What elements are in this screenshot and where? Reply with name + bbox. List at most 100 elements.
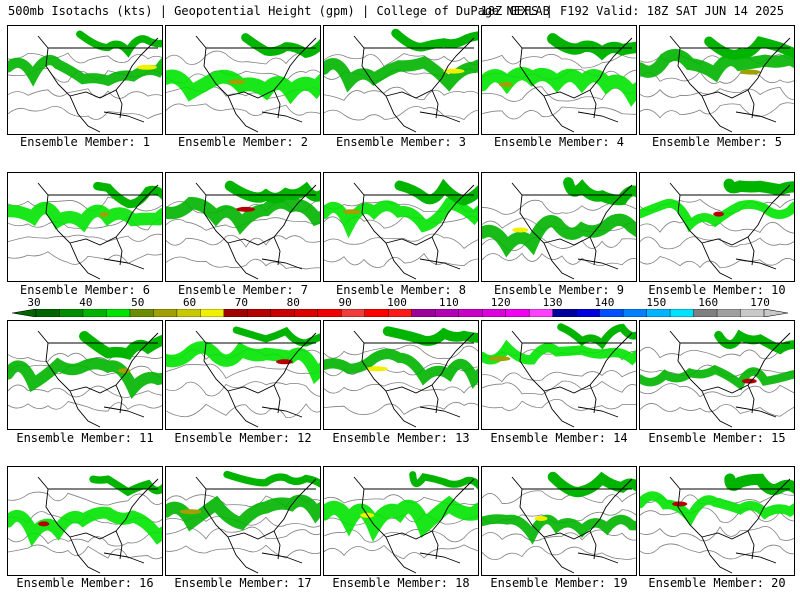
colorbar-tick-label: 170 xyxy=(750,296,770,309)
height-contour xyxy=(324,401,478,416)
map-panel-member-12 xyxy=(165,320,321,430)
jet-stream-band xyxy=(714,329,794,355)
height-contour xyxy=(482,53,636,69)
map-field xyxy=(324,178,478,280)
jet-stream-band xyxy=(482,339,636,366)
jet-stream-band xyxy=(166,196,320,235)
jet-stream-band xyxy=(547,33,636,61)
panel-label-member-13: Ensemble Member: 13 xyxy=(332,431,470,445)
colorbar-swatch xyxy=(458,309,483,317)
panel-label-member-12: Ensemble Member: 12 xyxy=(174,431,312,445)
colorbar-tick-label: 140 xyxy=(594,296,615,309)
height-contour xyxy=(8,544,162,560)
panel-label-member-4: Ensemble Member: 4 xyxy=(493,135,625,149)
wind-speed-max xyxy=(38,521,50,527)
map-field xyxy=(482,471,636,574)
height-contour xyxy=(324,253,478,268)
wind-speed-max xyxy=(136,64,157,70)
coastline-borders xyxy=(195,330,317,428)
coastline-borders xyxy=(511,476,633,574)
coastline-borders xyxy=(37,35,159,133)
map-panel-member-15 xyxy=(639,320,795,430)
height-contour xyxy=(166,234,320,248)
map-panel-member-16 xyxy=(7,466,163,576)
map-field xyxy=(640,178,794,280)
figure-header: 500mb Isotachs (kts) | Geopotential Heig… xyxy=(0,0,800,22)
colorbar-swatch xyxy=(106,309,131,317)
colorbar-tick-label: 120 xyxy=(490,296,511,309)
jet-stream-band xyxy=(166,341,320,385)
panel-label-member-1: Ensemble Member: 1 xyxy=(19,135,151,149)
colorbar-swatch xyxy=(59,309,84,317)
header-model-valid-time: 18Z GEFS | F192 Valid: 18Z SAT JUN 14 20… xyxy=(480,4,784,18)
height-contour xyxy=(324,233,478,249)
height-contour xyxy=(166,256,320,270)
coastline-borders xyxy=(37,182,159,280)
colorbar-swatch xyxy=(505,309,530,317)
height-contour xyxy=(640,86,794,100)
colorbar-swatch xyxy=(153,309,178,317)
jet-stream-band xyxy=(224,180,320,204)
height-contour xyxy=(8,251,162,265)
map-panel-member-2 xyxy=(165,25,321,135)
height-contour xyxy=(166,69,320,84)
wind-speed-max xyxy=(713,211,724,217)
height-contour xyxy=(640,507,794,524)
colorbar-swatch xyxy=(481,309,507,317)
wind-speed-max xyxy=(499,82,513,87)
map-panel-member-19 xyxy=(481,466,637,576)
colorbar-swatch xyxy=(740,309,765,317)
height-contour xyxy=(482,86,636,102)
colorbar-swatch xyxy=(223,309,248,317)
colorbar-swatch xyxy=(622,309,648,317)
height-contour xyxy=(640,383,794,398)
wind-speed-max xyxy=(739,69,761,75)
wind-speed-max xyxy=(179,509,202,515)
panel-label-member-18: Ensemble Member: 18 xyxy=(332,576,470,590)
height-contour xyxy=(482,106,636,120)
panel-label-member-20: Ensemble Member: 20 xyxy=(648,576,786,590)
colorbar-swatch xyxy=(364,309,389,317)
map-field xyxy=(324,28,478,133)
panel-label-member-11: Ensemble Member: 11 xyxy=(16,431,154,445)
wind-speed-max xyxy=(228,79,246,85)
jet-stream-band xyxy=(563,177,636,206)
height-contour xyxy=(166,403,320,419)
panel-label-member-10: Ensemble Member: 10 xyxy=(648,283,786,297)
coastline-borders xyxy=(195,35,317,133)
height-contour xyxy=(324,86,478,101)
coastline-borders xyxy=(195,182,317,280)
jet-stream-band xyxy=(704,36,794,60)
map-field xyxy=(640,329,794,428)
colorbar-swatch xyxy=(200,309,225,317)
map-panel-member-11 xyxy=(7,320,163,430)
map-panel-member-1 xyxy=(7,25,163,135)
colorbar-swatch xyxy=(129,309,154,317)
map-field xyxy=(166,470,320,574)
jet-stream-band xyxy=(93,181,162,209)
map-panel-member-7 xyxy=(165,172,321,282)
jet-stream-band xyxy=(640,491,794,527)
jet-stream-band xyxy=(394,178,478,206)
height-contour xyxy=(640,525,794,542)
height-contour xyxy=(640,256,794,269)
colorbar-arrow-right xyxy=(763,309,788,317)
colorbar-swatch xyxy=(669,309,695,317)
colorbar-tick-label: 60 xyxy=(182,296,197,309)
map-field xyxy=(482,177,636,280)
colorbar-swatch xyxy=(294,309,319,317)
jet-stream-band xyxy=(76,30,162,58)
jet-stream-band xyxy=(8,54,162,87)
colorbar-swatch xyxy=(716,309,742,317)
colorbar-tick-label: 50 xyxy=(131,296,145,309)
map-panel-member-4 xyxy=(481,25,637,135)
height-contour xyxy=(8,52,162,64)
panel-label-member-9: Ensemble Member: 9 xyxy=(493,283,625,297)
colorbar-tick-label: 40 xyxy=(79,296,93,309)
map-field xyxy=(8,330,162,428)
jet-stream-band xyxy=(8,201,162,233)
coastline-borders xyxy=(353,476,475,574)
jet-stream-band xyxy=(482,514,636,545)
map-field xyxy=(324,471,478,574)
map-field xyxy=(640,35,794,133)
